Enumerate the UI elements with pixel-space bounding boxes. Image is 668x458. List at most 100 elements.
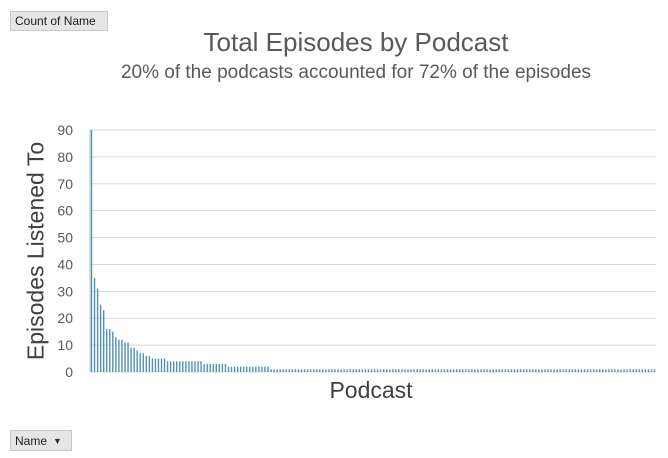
bar — [349, 369, 351, 372]
bar — [647, 369, 650, 372]
y-tick-label: 0 — [65, 364, 73, 380]
bar — [525, 369, 528, 372]
bar — [574, 369, 577, 372]
bar — [449, 369, 452, 372]
bar — [410, 369, 412, 372]
bar — [261, 366, 263, 372]
bar — [401, 369, 403, 372]
bar — [580, 369, 583, 372]
y-tick-label: 70 — [57, 176, 73, 192]
bar — [267, 366, 269, 372]
bar — [434, 369, 437, 372]
bar — [127, 342, 129, 372]
bar — [608, 369, 610, 372]
bar — [163, 358, 166, 372]
bar — [291, 369, 294, 372]
bar — [203, 363, 205, 372]
bar — [483, 369, 485, 372]
bar — [586, 369, 589, 372]
bar — [358, 369, 360, 372]
bar — [343, 369, 345, 372]
bar — [541, 369, 543, 372]
bar — [264, 366, 266, 372]
bar — [559, 369, 561, 372]
y-tick-label: 20 — [57, 310, 73, 326]
bar — [535, 369, 537, 372]
y-tick-labels: 0 10 20 30 40 50 60 70 80 90 — [57, 122, 73, 380]
bar — [370, 369, 373, 372]
bar — [227, 366, 230, 372]
bar — [456, 369, 458, 372]
bar — [148, 355, 151, 372]
bar — [221, 363, 224, 372]
bar — [346, 369, 348, 372]
bar — [282, 369, 284, 372]
y-tick-label: 90 — [57, 122, 73, 138]
y-tick-label: 80 — [57, 149, 73, 165]
bar — [644, 369, 647, 372]
count-of-name-label: Count of Name — [15, 14, 96, 28]
bar — [154, 358, 157, 372]
bar — [206, 363, 208, 372]
bar — [611, 369, 613, 372]
bar — [96, 288, 99, 372]
bar — [562, 369, 564, 372]
bar — [446, 369, 449, 372]
bar — [431, 369, 434, 372]
bar — [589, 369, 592, 372]
bar — [118, 339, 120, 372]
bar — [538, 369, 540, 372]
bar — [130, 347, 132, 372]
bar — [419, 369, 421, 372]
bar — [465, 369, 467, 372]
bar — [519, 369, 522, 372]
bar — [106, 328, 108, 372]
bar — [322, 369, 324, 372]
bar — [276, 369, 278, 372]
bar — [544, 369, 546, 372]
bar — [340, 369, 342, 372]
bar — [312, 369, 315, 372]
bar — [629, 369, 631, 372]
bar — [459, 369, 461, 372]
bar — [605, 369, 607, 372]
bar — [492, 369, 494, 372]
bar — [328, 369, 330, 372]
bar — [246, 366, 248, 372]
bar — [133, 347, 135, 372]
bar — [224, 363, 227, 372]
bar — [249, 366, 251, 372]
count-of-name-field-button[interactable]: Count of Name — [10, 11, 108, 31]
bar — [498, 369, 500, 372]
bar — [583, 369, 586, 372]
bar — [160, 358, 163, 372]
chart-subtitle: 20% of the podcasts accounted for 72% of… — [120, 62, 592, 83]
bar — [367, 369, 370, 372]
bar — [556, 369, 558, 372]
bar — [121, 339, 123, 372]
bar — [510, 369, 513, 372]
bar — [99, 304, 102, 372]
bar — [182, 361, 184, 372]
bar — [386, 369, 388, 372]
bar — [495, 369, 497, 372]
bar — [425, 369, 427, 372]
bar — [379, 369, 382, 372]
bar — [93, 277, 96, 372]
bar — [422, 369, 424, 372]
name-filter-dropdown[interactable]: Name ▼ — [10, 430, 72, 451]
bar — [416, 369, 418, 372]
bar — [440, 369, 443, 372]
bar — [103, 310, 105, 372]
bar — [136, 350, 138, 372]
bar — [407, 369, 409, 372]
bar — [270, 369, 272, 372]
bar — [486, 369, 488, 372]
bar — [316, 369, 318, 372]
bar — [532, 369, 534, 372]
bar — [197, 361, 199, 372]
bar — [516, 369, 519, 372]
dropdown-arrow-icon: ▼ — [53, 435, 62, 446]
bar — [142, 353, 144, 372]
